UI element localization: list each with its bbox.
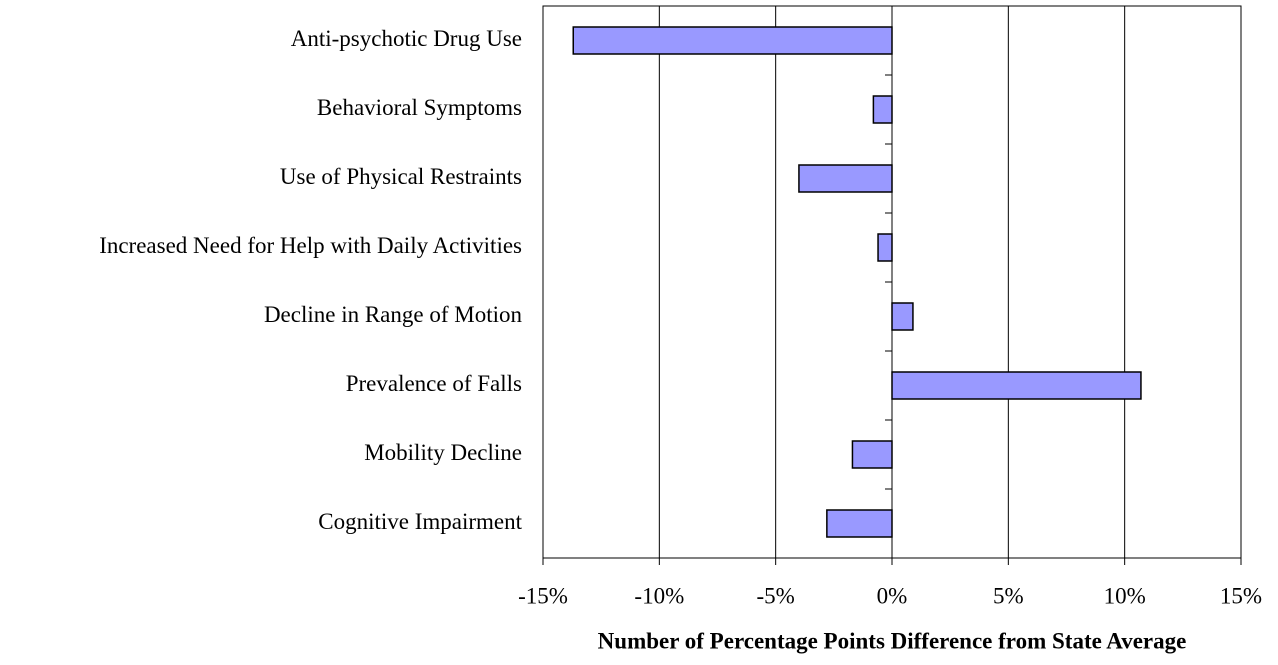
bar — [891, 302, 914, 331]
x-tick-label: -10% — [634, 583, 684, 608]
x-axis-title: Number of Percentage Points Difference f… — [598, 628, 1187, 653]
bar — [877, 233, 893, 262]
bar — [826, 509, 893, 538]
x-tick-label: 5% — [993, 583, 1024, 608]
bar — [572, 26, 893, 55]
x-tick-label: -15% — [518, 583, 568, 608]
x-tick-label: 0% — [877, 583, 908, 608]
x-tick-label: 15% — [1220, 583, 1262, 608]
y-tick-label: Increased Need for Help with Daily Activ… — [99, 233, 522, 258]
x-tick-label: 10% — [1104, 583, 1146, 608]
y-tick-label: Decline in Range of Motion — [264, 302, 523, 327]
x-tick-label: -5% — [757, 583, 795, 608]
y-tick-label: Anti-psychotic Drug Use — [291, 26, 522, 51]
y-tick-label: Prevalence of Falls — [346, 371, 522, 396]
y-tick-label: Mobility Decline — [364, 440, 522, 465]
bar — [872, 95, 893, 124]
bar — [851, 440, 893, 469]
y-tick-label: Behavioral Symptoms — [317, 95, 522, 120]
bar — [798, 164, 893, 193]
bar — [891, 371, 1142, 400]
y-tick-label: Cognitive Impairment — [318, 509, 522, 534]
y-tick-label: Use of Physical Restraints — [280, 164, 522, 189]
